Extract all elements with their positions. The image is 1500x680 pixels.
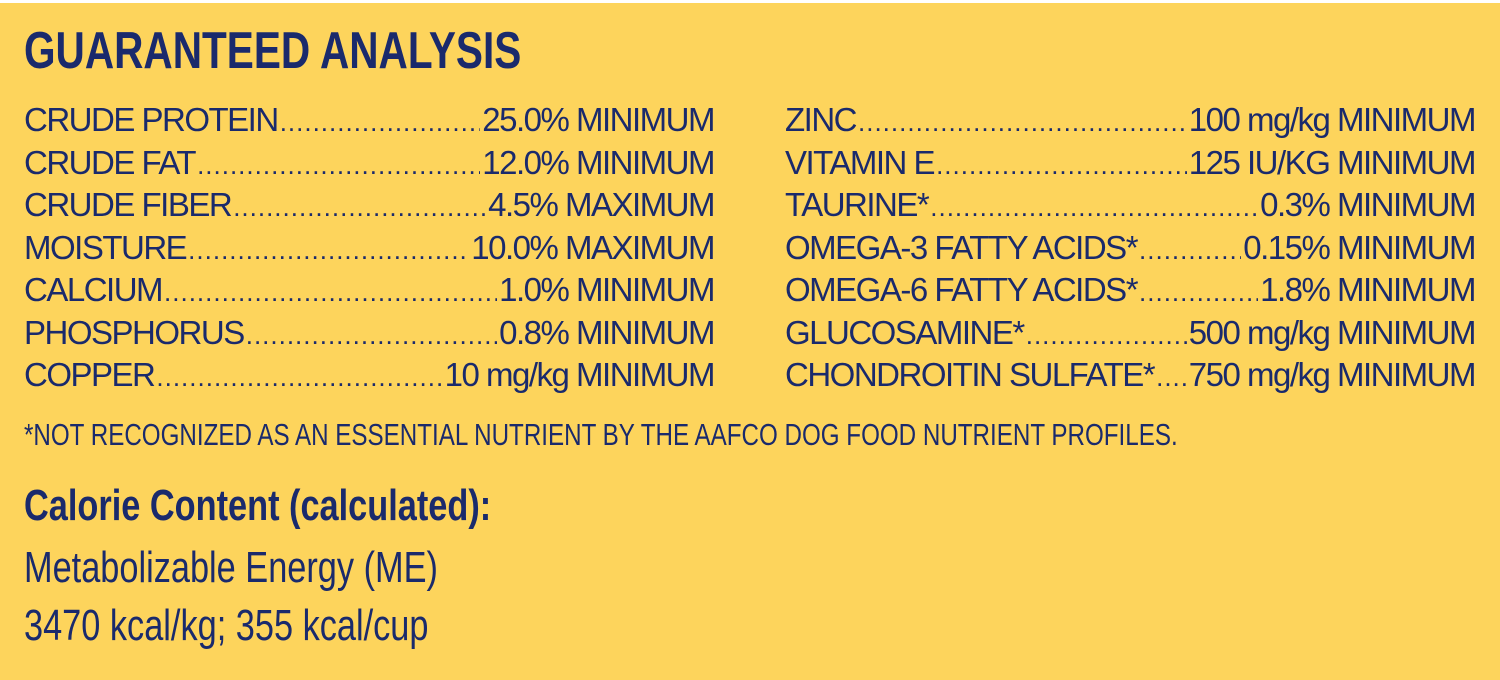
nutrient-value: 0.15% MINIMUM <box>1243 228 1475 266</box>
nutrient-label: VITAMIN E <box>785 143 936 181</box>
nutrient-label: MOISTURE <box>24 228 188 266</box>
dot-leader <box>280 101 481 142</box>
dot-leader <box>936 144 1187 185</box>
nutrient-row: OMEGA-6 FATTY ACIDS* 1.8% MINIMUM <box>785 269 1475 312</box>
nutrient-value: 100 mg/kg MINIMUM <box>1188 101 1475 138</box>
dot-leader <box>1026 314 1187 355</box>
nutrient-label: COPPER <box>24 356 156 393</box>
dot-leader <box>858 101 1187 142</box>
nutrient-value: 12.0% MINIMUM <box>482 143 714 181</box>
nutrient-row: CRUDE FAT 12.0% MINIMUM <box>24 142 714 185</box>
nutrient-value: 0.3% MINIMUM <box>1260 186 1475 223</box>
nutrient-row: GLUCOSAMINE* 500 mg/kg MINIMUM <box>785 312 1475 355</box>
nutrient-row: CRUDE PROTEIN 25.0% MINIMUM <box>24 99 714 142</box>
dot-leader <box>1156 356 1187 397</box>
dot-leader <box>930 186 1258 227</box>
nutrient-row: TAURINE* 0.3% MINIMUM <box>785 184 1475 227</box>
nutrient-value: 125 IU/KG MINIMUM <box>1188 143 1475 181</box>
dot-leader <box>1139 271 1258 312</box>
nutrient-label: CRUDE PROTEIN <box>24 101 279 138</box>
analysis-left-column: CRUDE PROTEIN 25.0% MINIMUM CRUDE FAT 12.0%… <box>24 99 714 397</box>
nutrient-row: ZINC 100 mg/kg MINIMUM <box>785 99 1475 142</box>
nutrient-value: 10.0% MAXIMUM <box>471 228 714 266</box>
nutrient-value: 10 mg/kg MINIMUM <box>444 356 714 393</box>
nutrient-row: VITAMIN E 125 IU/KG MINIMUM <box>785 142 1475 185</box>
dot-leader <box>246 314 497 355</box>
nutrient-row: CRUDE FIBER 4.5% MAXIMUM <box>24 184 714 227</box>
nutrient-row: CHONDROITIN SULFATE* 750 mg/kg MINIMUM <box>785 354 1475 397</box>
nutrient-value: 4.5% MAXIMUM <box>488 186 714 223</box>
nutrient-label: PHOSPHORUS <box>24 313 245 351</box>
nutrient-label: CRUDE FAT <box>24 143 197 181</box>
nutrient-row: COPPER 10 mg/kg MINIMUM <box>24 354 714 397</box>
footnote: *NOT RECOGNIZED AS AN ESSENTIAL NUTRIENT… <box>24 417 1178 452</box>
dot-leader <box>188 229 469 270</box>
nutrient-value: 1.8% MINIMUM <box>1260 271 1475 308</box>
calorie-me-label: Metabolizable Energy (ME) <box>24 543 438 592</box>
nutrient-value: 750 mg/kg MINIMUM <box>1188 356 1475 393</box>
nutrient-label: OMEGA-3 FATTY ACIDS* <box>785 228 1139 266</box>
dot-leader <box>197 144 480 185</box>
nutrient-label: TAURINE* <box>785 186 930 223</box>
nutrient-row: OMEGA-3 FATTY ACIDS* 0.15% MINIMUM <box>785 227 1475 270</box>
nutrient-label: OMEGA-6 FATTY ACIDS* <box>785 271 1139 308</box>
nutrient-value: 1.0% MINIMUM <box>499 271 714 308</box>
dot-leader <box>233 186 486 227</box>
nutrient-row: CALCIUM 1.0% MINIMUM <box>24 269 714 312</box>
nutrient-value: 25.0% MINIMUM <box>482 101 714 138</box>
dot-leader <box>156 356 442 397</box>
nutrient-value: 500 mg/kg MINIMUM <box>1188 313 1475 351</box>
nutrient-row: PHOSPHORUS 0.8% MINIMUM <box>24 312 714 355</box>
calorie-values: 3470 kcal/kg; 355 kcal/cup <box>24 601 429 650</box>
nutrient-label: GLUCOSAMINE* <box>785 313 1025 351</box>
nutrient-label: CHONDROITIN SULFATE* <box>785 356 1156 393</box>
nutrient-label: CALCIUM <box>24 271 164 308</box>
nutrient-label: ZINC <box>785 101 858 138</box>
dot-leader <box>1139 229 1241 270</box>
nutrient-label: CRUDE FIBER <box>24 186 233 223</box>
dot-leader <box>164 271 497 312</box>
page-title: GUARANTEED ANALYSIS <box>24 22 522 80</box>
calorie-heading: Calorie Content (calculated): <box>24 481 492 530</box>
analysis-right-column: ZINC 100 mg/kg MINIMUM VITAMIN E 125 IU/KG … <box>785 99 1475 397</box>
nutrient-row: MOISTURE 10.0% MAXIMUM <box>24 227 714 270</box>
nutrient-value: 0.8% MINIMUM <box>499 313 714 351</box>
